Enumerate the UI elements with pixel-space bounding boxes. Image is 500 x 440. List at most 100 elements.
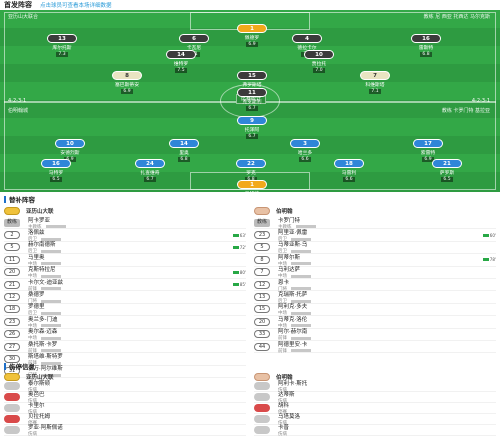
injured-player-name: 胡科 [278,403,290,409]
away-team-name: 伯明翰城 [8,108,29,114]
sub-row[interactable]: 5 马蒂亚斯·乌 后卫 [254,242,496,254]
injury-row[interactable]: 卡里尔 伤病 [4,403,246,415]
sub-row[interactable]: 13 克瑞斯·托萨 后卫 [254,291,496,304]
sub-row[interactable]: 12 桑德罗 门将 [4,291,246,304]
injury-row[interactable]: 马塔莫洛 伤病 [254,414,496,426]
sub-position: 中场 [28,261,37,267]
player-number: 7 [360,71,390,80]
away-team-logo [254,207,270,215]
sub-position: 中场 [278,323,287,329]
lineup-title: 首发阵容 [4,1,32,9]
rating-bar [291,299,311,303]
sub-row[interactable]: 2 洛佩兹 后卫 63' [4,229,246,242]
injury-row[interactable]: 罗亚·阿斯佩诺 伤病 [4,425,246,437]
sub-event: 85' [206,282,246,287]
player-number: 10 [304,50,334,59]
sub-row[interactable]: 26 奥尔森·迈森 中场 [4,329,246,341]
injury-row[interactable]: 泰尔斯顿 伤病 [4,381,246,393]
shirt-number: 12 [4,293,20,302]
home-player[interactable]: 8 塞巴斯蒂安 6.9 [107,71,147,94]
sub-event: 80' [206,270,246,275]
home-player[interactable]: 16 雷斯特 6.8 [406,34,446,57]
player-rating: 7.3 [56,52,68,57]
injury-icon [4,393,20,401]
injury-type: 伤病 [28,399,37,404]
sub-position: 主教练 [278,224,292,230]
player-number: 8 [112,71,142,80]
away-player[interactable]: 22 罗克6.8 [231,159,271,182]
home-player[interactable]: 10 贾拉托 7.0 [299,50,339,73]
shirt-number: 13 [254,293,270,302]
away-player[interactable]: 18 马雷利 6.6 [329,159,369,182]
sub-row[interactable]: 21 卡尔文-迪亚兹 前锋 85' [4,279,246,292]
shirt-number: 教练 [254,218,270,227]
home-player[interactable]: 1 佩德罗 6.9 [232,24,272,47]
player-name: 哈兰多 [297,151,313,156]
rating-bar [41,311,61,315]
player-name: 马雷利 [341,171,357,176]
player-name: 里奥 [179,151,189,156]
injury-row[interactable]: 胡科 停赛 [254,403,496,415]
player-rating: 6.9 [121,89,133,94]
sub-row[interactable]: 11 马里奥 中场 [4,254,246,267]
home-coach-label: 教练 尼 西亚 托西达 马尔克斯 [423,14,490,20]
sub-row[interactable]: 20 马蒂克·洛伦 中场 [254,316,496,329]
sub-row[interactable]: 教练 阿卡罗亚 主教练 [4,217,246,230]
player-rating: 6.5 [50,177,62,182]
home-player[interactable]: 13 库尔托斯 7.3 [42,34,82,57]
sub-row[interactable]: 23 阿里亚·佩雷 后卫 60' [254,229,496,242]
sub-player-name: 马里奥 [28,254,45,261]
sub-row[interactable]: 27 桑托斯·卡罗 前锋 [4,341,246,354]
rating-bar [41,336,61,340]
sub-row[interactable]: 8 阿蒂尔斯 中场 78' [254,254,496,267]
player-rating: 7.1 [369,89,381,94]
sub-row[interactable]: 33 阿尔·赫尔南 前锋 [254,329,496,341]
sub-row[interactable]: 20 克斯特拉尼 中场 80' [4,267,246,279]
injury-type: 伤病 [28,432,37,437]
home-player[interactable]: 11 克罗斯利 6.7 [232,88,272,111]
sub-row[interactable]: 12 恩卡 门将 [254,279,496,292]
player-number: 3 [290,139,320,148]
player-name: 马特德 [232,190,272,192]
shirt-number: 27 [4,342,20,351]
away-player[interactable]: 17 索雷特 6.9 [408,139,448,162]
sub-position: 主教练 [28,224,42,230]
sub-row[interactable]: 7 马利达萨 中场 [254,267,496,279]
shirt-number: 23 [4,317,20,326]
sub-event: 72' [206,245,246,250]
away-player[interactable]: 3 哈兰多 6.6 [285,139,325,162]
away-player[interactable]: 14 里奥 6.8 [164,139,204,162]
injury-row[interactable]: 阿利卡·斯托 伤病 [254,381,496,393]
injury-row[interactable]: 卡普 伤病 [254,425,496,437]
rating-bar [291,311,311,315]
sub-row[interactable]: 30 斯塔维·斯特罗 前锋 [4,353,246,366]
sub-row[interactable]: 23 奥兰多-门迪 中场 [4,316,246,329]
sub-row[interactable]: 18 罗德里 后卫 [4,304,246,316]
sub-in-icon [232,283,239,287]
player-number: 9 [237,116,267,125]
injury-row[interactable]: 奥芭巴 伤病 [4,392,246,404]
away-player[interactable]: 24 扎查维奇 6.7 [130,159,170,182]
away-player[interactable]: 16 马特罗 6.5 [36,159,76,182]
sub-row[interactable]: 教练 卡罗门特 主教练 [254,217,496,230]
injury-row[interactable]: 贝拉托姆 停赛 [4,414,246,426]
player-number: 24 [135,159,165,168]
rating-bar [291,349,311,353]
injury-row[interactable]: 达蒂斯 伤病 [254,392,496,404]
sub-player-name: 克瑞斯·托萨 [278,292,308,299]
sub-row[interactable]: 15 阿利克·多夫 中场 [254,304,496,316]
away-player[interactable]: 1马特德7.0 [232,180,272,192]
sub-row[interactable]: 44 阿德里安·卡 前锋 [254,341,496,354]
home-player[interactable]: 14 维特罗 7.5 [161,50,201,73]
home-player[interactable]: 7 科维斯塔 7.1 [355,71,395,94]
injury-icon [4,382,20,390]
sub-position: 门将 [28,373,37,379]
away-player[interactable]: 10 安德烈斯 6.9 [50,139,90,162]
home-injury-team: 亚历山大联 [26,374,54,381]
away-player[interactable]: 21 萨罗斯 6.5 [427,159,467,182]
sub-row[interactable]: 5 赫尔南德斯 后卫 72' [4,242,246,254]
shirt-number: 18 [4,305,20,314]
injured-player-name: 阿利卡·斯托 [278,381,308,387]
away-player[interactable]: 9 托泽阿 6.7 [232,116,272,139]
player-rating: 6.9 [422,157,434,162]
